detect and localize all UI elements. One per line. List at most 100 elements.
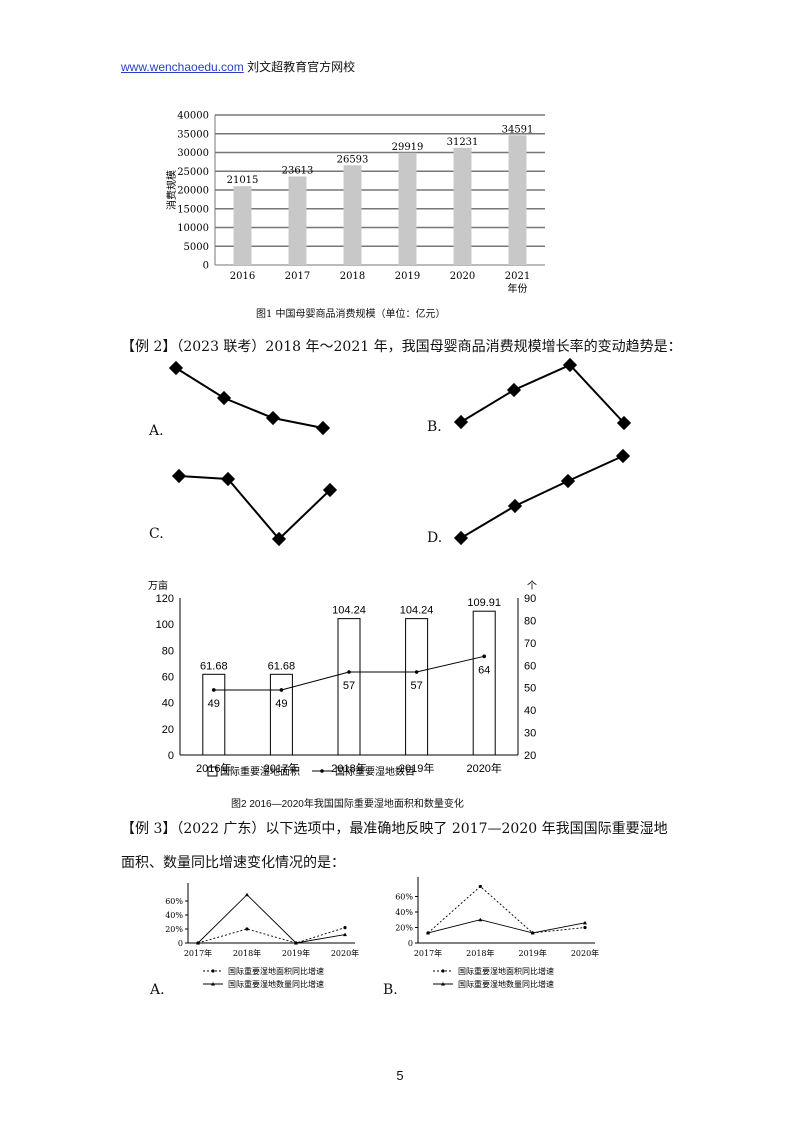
example2-option-c-label[interactable]: C.	[149, 526, 164, 542]
left-tick-label: 80	[162, 645, 174, 657]
data-label: 21015	[227, 175, 259, 186]
example2-prompt: 【例 2】（2023 联考）2018 年～2021 年，我国母婴商品消费规模增长…	[121, 339, 682, 355]
example2-option-a-label[interactable]: A.	[149, 423, 164, 439]
data-label: 23613	[282, 165, 314, 176]
example2-option-c-graph[interactable]	[160, 465, 360, 555]
count-label: 57	[343, 680, 355, 692]
example2-option-a-graph[interactable]	[160, 358, 360, 448]
option-c-point	[171, 468, 187, 484]
example2-option-b-label[interactable]: B.	[427, 419, 442, 435]
area-label: 104.24	[400, 605, 434, 617]
left-tick-label: 100	[156, 619, 174, 631]
left-tick-label: 20	[162, 724, 174, 736]
example3-prompt-line2: 面积、数量同比增速变化情况的是：	[121, 855, 345, 871]
area-label: 61.68	[200, 660, 228, 672]
page-number: 5	[396, 1068, 404, 1083]
x-tick-label: 2017年	[264, 761, 299, 775]
right-tick-label: 20	[524, 750, 536, 762]
count-point	[212, 688, 216, 692]
count-label: 57	[410, 680, 422, 692]
example3-option-a-label[interactable]: A.	[150, 982, 165, 998]
x-tick-label: 2020年	[466, 761, 501, 775]
right-tick-label: 70	[524, 638, 536, 650]
example3-option-b-chart[interactable]: 0 20% 40% 60% 2017年 2018年 2019年 2020年国际重要湿地面积同比…	[380, 872, 610, 998]
area-growth-point	[343, 926, 347, 930]
area-bar	[405, 618, 429, 756]
legend-bar-swatch	[207, 766, 218, 777]
legend-line-label: 国际重要湿地数目	[335, 765, 415, 778]
example2-option-d-label[interactable]: D.	[427, 530, 443, 546]
area-growth-line	[427, 885, 586, 934]
y-tick-label: 15000	[177, 204, 209, 215]
example2-option-d-graph[interactable]	[450, 445, 650, 546]
area-growth-line	[197, 927, 346, 944]
data-label: 26593	[337, 154, 369, 165]
count-growth-point	[426, 930, 430, 935]
x-tick-label: 2019年	[399, 761, 434, 775]
right-tick-label: 60	[524, 660, 536, 672]
count-growth-line	[197, 894, 346, 944]
x-tick-label: 2018年	[466, 948, 494, 958]
y-tick-label: 40%	[395, 908, 413, 917]
count-growth-point	[478, 917, 483, 922]
data-label: 31231	[447, 137, 479, 148]
count-growth-line	[427, 919, 586, 934]
option-c-point	[220, 471, 236, 487]
figure1-caption: 图1 中国母婴商品消费规模（单位：亿元）	[256, 309, 446, 320]
option-a-point	[216, 390, 232, 406]
bar	[288, 176, 307, 265]
left-tick-label: 120	[156, 593, 174, 605]
right-unit-label: 个	[527, 580, 537, 592]
area-bar	[337, 618, 361, 756]
option-b-point	[453, 414, 469, 430]
legend-label: 国际重要湿地面积同比增速	[228, 966, 324, 976]
y-tick-label: 0	[408, 939, 413, 948]
area-bar	[202, 673, 226, 756]
legend-bar-label: 国际重要湿地面积	[220, 765, 300, 778]
area-growth-point	[245, 927, 249, 931]
x-tick-label: 2020年	[331, 948, 359, 958]
legend-marker	[211, 969, 215, 973]
left-tick-label: 0	[168, 750, 174, 762]
area-label: 61.68	[268, 660, 296, 672]
option-b-point	[506, 382, 522, 398]
area-label: 109.91	[467, 597, 501, 609]
right-tick-label: 50	[524, 683, 536, 695]
y-tick-label: 10000	[177, 223, 209, 234]
legend-label: 国际重要湿地数量同比增速	[228, 979, 324, 989]
y-axis-label: 消费规模	[165, 170, 178, 210]
site-link[interactable]: www.wenchaoedu.com	[121, 60, 244, 74]
x-tick-label: 2020年	[571, 948, 599, 958]
y-tick-label: 20%	[395, 924, 413, 933]
area-bar	[269, 673, 293, 756]
count-growth-point	[583, 920, 587, 925]
x-tick-label: 2017年	[184, 948, 212, 958]
y-tick-label: 0	[178, 939, 183, 948]
left-unit-label: 万亩	[148, 579, 168, 592]
bar	[343, 165, 362, 265]
option-c-point	[322, 482, 338, 498]
figure1-bar-chart: 0 5000 10000 15000 20000 25000 30000 35000 40000…	[165, 111, 545, 295]
x-tick-label: 2019年	[518, 948, 546, 958]
right-tick-label: 30	[524, 728, 536, 740]
header-title: 刘文超教育官方网校	[243, 60, 356, 74]
legend-marker	[211, 982, 215, 986]
x-tick-label: 2019年	[282, 948, 310, 958]
example3-option-b-label[interactable]: B.	[383, 982, 398, 998]
example2-option-b-graph[interactable]	[450, 355, 650, 445]
count-point	[279, 688, 284, 692]
left-tick-label: 60	[162, 672, 174, 684]
y-tick-label: 60%	[395, 893, 413, 902]
legend-label: 国际重要湿地数量同比增速	[458, 979, 554, 989]
right-tick-label: 80	[524, 615, 536, 627]
right-tick-label: 90	[524, 593, 536, 605]
area-growth-point	[583, 925, 587, 930]
option-a-point	[315, 420, 331, 436]
option-c-point	[271, 531, 287, 547]
y-tick-label: 20000	[177, 186, 209, 197]
example3-option-a-chart[interactable]: 0 20% 40% 60% 2017年 2018年 2019年 2020年国际重要湿地面积同比…	[150, 878, 380, 998]
page-header: www.wenchaoedu.com 刘文超教育官方网校	[121, 58, 355, 75]
option-b-point	[616, 415, 632, 431]
y-tick-label: 25000	[177, 167, 209, 178]
y-tick-label: 40%	[165, 911, 183, 920]
